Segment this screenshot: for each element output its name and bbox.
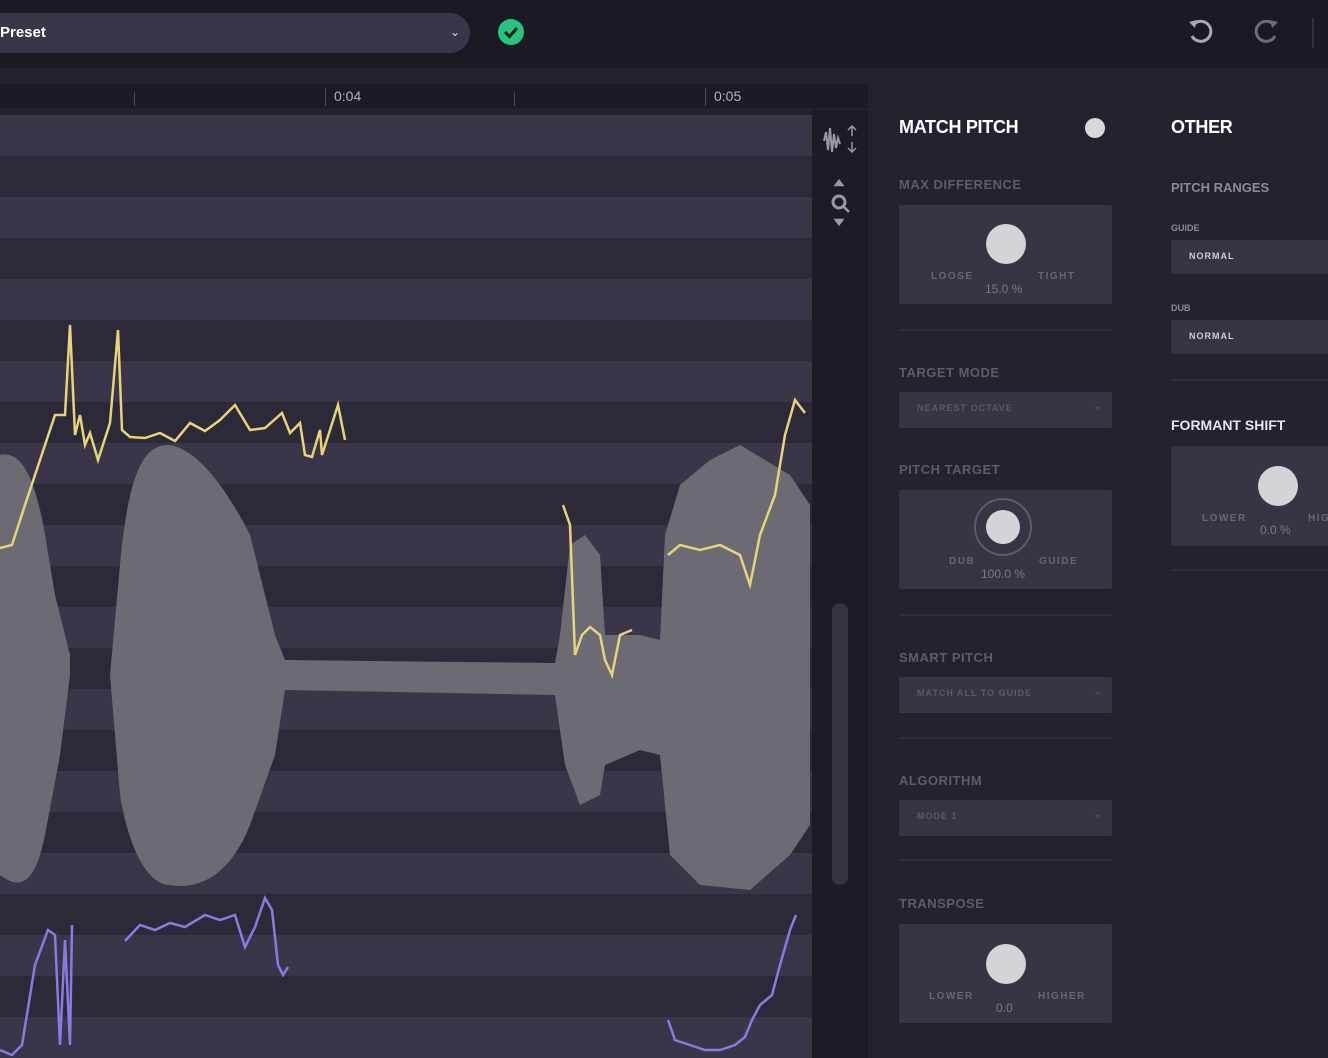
knob-right-label: HIGHER — [1308, 513, 1328, 524]
check-mark — [503, 27, 519, 39]
dropdown-caret: ⌄ — [1093, 401, 1102, 412]
preset-label: Preset — [0, 24, 46, 41]
divider — [1171, 379, 1328, 381]
knob-value: 0.0 % — [1260, 523, 1291, 537]
dropdown[interactable]: MODE 1 ⌄ — [899, 800, 1112, 836]
knob-panel: LOWER HIGHER 0.0 % — [1171, 446, 1328, 546]
tick — [134, 92, 135, 106]
setting-label: TARGET MODE — [899, 365, 1000, 380]
scrollbar[interactable] — [832, 603, 848, 885]
pitch-row — [0, 279, 812, 320]
knob[interactable] — [1258, 466, 1298, 506]
tick — [325, 88, 326, 106]
guide-pitch-curve — [666, 914, 798, 1052]
zoom-tool[interactable] — [826, 178, 854, 228]
pitch-editor — [0, 115, 812, 1058]
knob-left-label: LOWER — [929, 991, 974, 1002]
pitch-row — [0, 1017, 812, 1058]
dropdown[interactable]: NEAREST OCTAVE ⌄ — [899, 392, 1112, 428]
waveform — [0, 445, 810, 890]
divider — [899, 737, 1112, 739]
knob-left-label: LOOSE — [931, 271, 974, 282]
setting-label: ALGORITHM — [899, 773, 983, 788]
pitch-row — [0, 197, 812, 238]
tool-strip — [812, 110, 868, 1058]
knob[interactable] — [986, 224, 1026, 264]
dropdown-value: MODE 1 — [917, 811, 958, 821]
dropdown-value: NEAREST OCTAVE — [917, 403, 1013, 413]
section-title: MATCH PITCH — [899, 117, 1019, 137]
pitch-row — [0, 156, 812, 197]
dropdown-caret: ⌄ — [450, 25, 461, 39]
divider — [899, 614, 1112, 616]
dropdown[interactable]: NORMAL — [1171, 320, 1328, 354]
pitch-row — [0, 115, 812, 156]
knob-left-label: LOWER — [1202, 513, 1247, 524]
guide-pitch-curve — [0, 924, 74, 1057]
undo-button[interactable] — [1185, 16, 1217, 48]
dropdown-value: MATCH ALL TO GUIDE — [917, 688, 1033, 698]
dropdown-caret: ⌄ — [1093, 686, 1102, 697]
knob-ring — [974, 498, 1032, 556]
knob[interactable] — [986, 944, 1026, 984]
time-marker: 0:05 — [714, 88, 742, 104]
knob-right-label: HIGHER — [1038, 991, 1086, 1002]
waveform-tool[interactable] — [822, 124, 858, 158]
knob-value: 0.0 — [996, 1001, 1013, 1015]
timeline: 0:04 0:05 — [0, 84, 868, 108]
range-label: DUB — [1171, 303, 1191, 313]
pitch-row — [0, 976, 812, 1017]
dub-pitch-curve — [0, 324, 347, 550]
tick — [705, 88, 706, 106]
dropdown-value: NORMAL — [1189, 331, 1235, 341]
dropdown-caret: ⌄ — [1093, 809, 1102, 820]
top-bar: Preset ⌄ — [0, 0, 1328, 68]
pitch-row — [0, 894, 812, 935]
setting-label: TRANSPOSE — [899, 896, 985, 911]
dub-pitch-curve — [667, 397, 806, 590]
tick — [514, 92, 515, 106]
other-column: OTHER PITCH RANGES GUIDE NORMAL DUB NORM… — [1160, 100, 1328, 600]
guide-pitch-curve — [124, 895, 290, 978]
toggle[interactable] — [1085, 118, 1105, 138]
range-label: GUIDE — [1171, 223, 1200, 233]
setting-label: FORMANT SHIFT — [1171, 417, 1286, 433]
pitch-row — [0, 238, 812, 279]
preset-dropdown[interactable]: Preset ⌄ — [0, 13, 470, 53]
knob-panel: LOWER HIGHER 0.0 — [899, 924, 1112, 1023]
dropdown-value: NORMAL — [1189, 251, 1235, 261]
setting-label: PITCH RANGES — [1171, 180, 1270, 195]
dub-pitch-curve — [561, 504, 633, 679]
time-marker: 0:04 — [334, 88, 362, 104]
knob-panel: DUB GUIDE 100.0 % — [899, 490, 1112, 589]
pitch-row — [0, 443, 812, 484]
section-title: OTHER — [1171, 117, 1233, 137]
pitch-row — [0, 935, 812, 976]
knob-right-label: GUIDE — [1039, 556, 1079, 567]
dropdown[interactable]: NORMAL — [1171, 240, 1328, 274]
knob-right-label: TIGHT — [1038, 271, 1076, 282]
divider — [1171, 569, 1328, 571]
status-check — [498, 19, 524, 45]
divider — [899, 859, 1112, 861]
setting-label: MAX DIFFERENCE — [899, 177, 1022, 192]
knob-value: 15.0 % — [985, 282, 1023, 296]
redo-button[interactable] — [1250, 16, 1282, 48]
pitch-row — [0, 320, 812, 361]
setting-label: PITCH TARGET — [899, 462, 1001, 477]
knob-value: 100.0 % — [981, 567, 1026, 581]
knob-left-label: DUB — [949, 556, 976, 567]
setting-label: SMART PITCH — [899, 650, 994, 665]
check-circle — [498, 19, 524, 45]
pitch-row — [0, 361, 812, 402]
separator — [1312, 18, 1314, 48]
knob-panel: LOOSE TIGHT 15.0 % — [899, 205, 1112, 304]
dropdown[interactable]: MATCH ALL TO GUIDE ⌄ — [899, 677, 1112, 713]
divider — [899, 329, 1112, 331]
knob[interactable] — [986, 510, 1020, 544]
